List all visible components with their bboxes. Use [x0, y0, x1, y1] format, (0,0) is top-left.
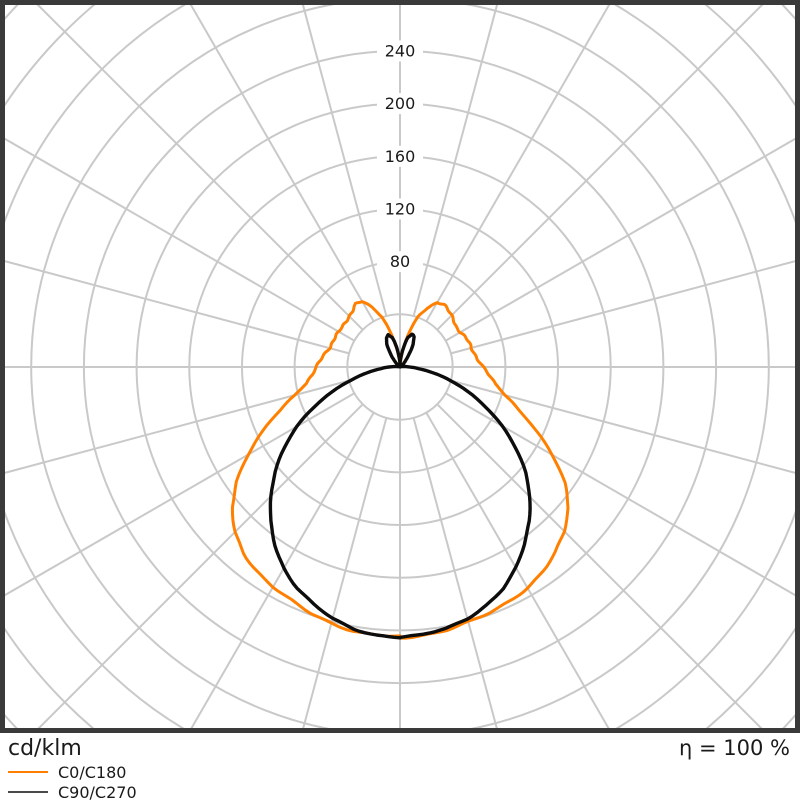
legend: C0/C180 C90/C270	[8, 762, 137, 802]
legend-label-c90-c270: C90/C270	[58, 782, 137, 802]
polar-chart-panel: 80 120 160 200 240	[0, 0, 800, 733]
radial-tick-labels: 80 120 160 200 240	[377, 40, 423, 273]
radial-tick-label: 120	[385, 199, 416, 218]
radial-tick-label: 160	[385, 147, 416, 166]
legend-item-c0-c180: C0/C180	[8, 762, 137, 782]
radial-tick-label: 240	[385, 41, 416, 60]
legend-item-c90-c270: C90/C270	[8, 782, 137, 802]
legend-swatch-c0-c180	[8, 771, 48, 773]
legend-swatch-c90-c270	[8, 791, 48, 793]
footer-row: cd/klm η = 100 %	[0, 733, 800, 761]
plot-frame	[0, 0, 800, 733]
radial-tick-label: 200	[385, 94, 416, 113]
series-c90-c270	[268, 332, 532, 640]
legend-label-c0-c180: C0/C180	[58, 762, 127, 782]
chart-footer: cd/klm η = 100 % C0/C180 C90/C270	[0, 733, 800, 802]
series-curves	[230, 300, 570, 640]
efficiency-label: η = 100 %	[679, 736, 790, 760]
polar-chart: 80 120 160 200 240	[0, 0, 800, 733]
radial-tick-label: 80	[390, 252, 410, 271]
unit-label: cd/klm	[8, 736, 82, 761]
